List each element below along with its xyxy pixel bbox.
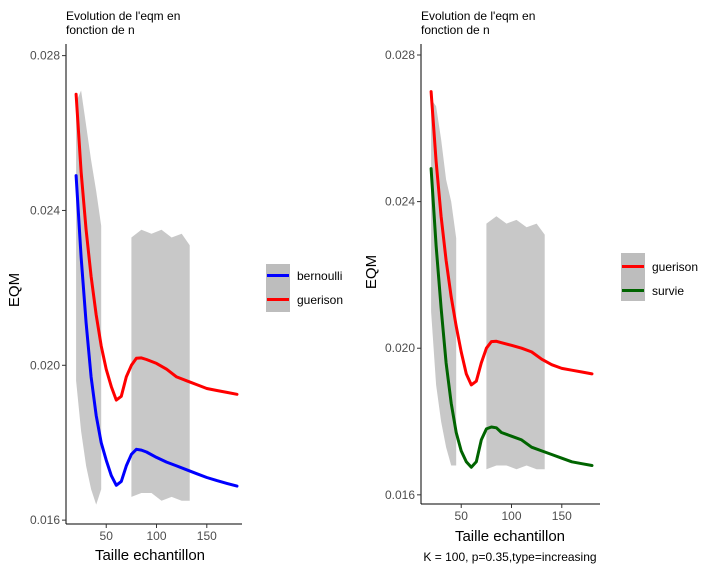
y-axis-ticks: 0.016 0.020 0.024 0.028 — [30, 49, 66, 527]
x-tick-label: 100 — [501, 509, 521, 523]
x-axis-ticks: 50 100 150 — [100, 524, 217, 543]
y-tick-label: 0.020 — [385, 341, 415, 355]
y-tick-label: 0.016 — [385, 488, 415, 502]
chart-title-line-1: Evolution de l'eqm en — [66, 9, 180, 23]
series-line-bernoulli — [74, 174, 239, 488]
x-tick-label: 150 — [197, 529, 217, 543]
y-tick-label: 0.016 — [30, 513, 60, 527]
x-axis-label: Taille echantillon — [95, 547, 205, 564]
x-axis-label: Taille echantillon — [455, 528, 565, 545]
chart-panel-left: Evolution de l'eqm en fonction de n 0.01… — [6, 9, 343, 564]
x-tick-label: 50 — [100, 529, 114, 543]
series-line-guerison — [74, 92, 239, 402]
series-lines — [429, 90, 594, 469]
y-axis-label: EQM — [363, 255, 380, 289]
y-tick-label: 0.024 — [385, 195, 415, 209]
x-tick-label: 100 — [146, 529, 166, 543]
x-axis-ticks: 50 100 150 — [455, 504, 572, 523]
chart-caption: K = 100, p=0.35,type=increasing — [423, 550, 596, 564]
legend-label: guerison — [297, 293, 343, 307]
y-axis-ticks: 0.016 0.020 0.024 0.028 — [385, 48, 421, 502]
legend-label: guerison — [652, 260, 698, 274]
chart-title-line-2: fonction de n — [66, 23, 135, 37]
legend-label: bernoulli — [297, 269, 342, 283]
confidence-band — [486, 216, 545, 470]
chart-title-line-2: fonction de n — [421, 23, 490, 37]
legend: bernoulli guerison — [266, 264, 343, 312]
legend-label: survie — [652, 284, 684, 298]
series-lines — [74, 92, 239, 488]
legend: guerison survie — [621, 253, 698, 301]
x-tick-label: 150 — [552, 509, 572, 523]
series-line-guerison — [429, 90, 594, 387]
y-axis-label: EQM — [6, 273, 23, 307]
y-tick-label: 0.028 — [30, 49, 60, 63]
y-tick-label: 0.024 — [30, 203, 60, 217]
series-line-survie — [429, 167, 594, 469]
y-tick-label: 0.028 — [385, 48, 415, 62]
x-tick-label: 50 — [455, 509, 469, 523]
chart-panel-right: Evolution de l'eqm en fonction de n 0.01… — [363, 9, 698, 564]
chart-title-line-1: Evolution de l'eqm en — [421, 9, 535, 23]
y-tick-label: 0.020 — [30, 358, 60, 372]
